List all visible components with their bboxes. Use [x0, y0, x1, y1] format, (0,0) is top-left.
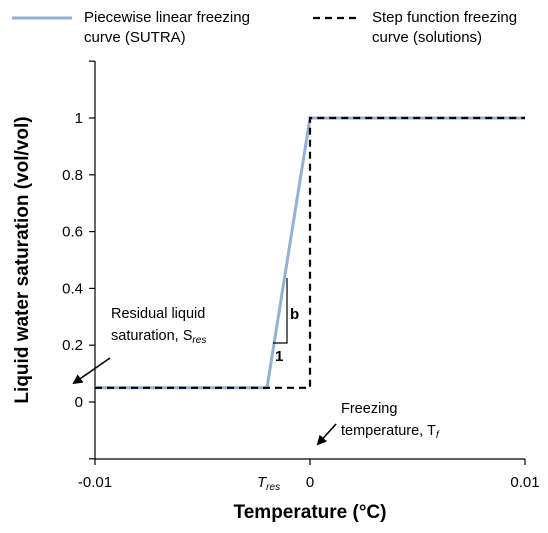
y-tick-label: 0.4: [62, 280, 83, 297]
freezing-annotation-line1: Freezing: [341, 401, 397, 417]
y-tick-label: 0: [75, 394, 83, 411]
tres-tick-label: Tres: [257, 474, 280, 493]
legend-label-step-line2: curve (solutions): [372, 29, 482, 46]
residual-arrow: [72, 357, 111, 385]
series-step-line: [95, 116, 525, 389]
x-tick-label: 0: [306, 474, 314, 491]
slope-run-label: 1: [275, 348, 283, 365]
slope-triangle: [273, 278, 288, 344]
y-axis-title: Liquid water saturation (vol/vol): [12, 116, 33, 403]
x-tick-label: 0.01: [510, 474, 539, 491]
freezing-arrow: [316, 423, 337, 446]
x-ticks: -0.01 0 0.01: [78, 459, 540, 491]
residual-annotation-line1: Residual liquid: [111, 306, 205, 322]
legend-label-sutra-line1: Piecewise linear freezing: [84, 9, 250, 26]
x-tick-label: -0.01: [78, 474, 112, 491]
y-tick-label: 1: [75, 110, 83, 127]
legend-label-sutra-line2: curve (SUTRA): [84, 29, 186, 46]
y-tick-label: 0.8: [62, 167, 83, 184]
freezing-annotation-line2: temperature, Tf: [341, 423, 440, 441]
residual-annotation-line2: saturation, Sres: [111, 328, 206, 346]
legend: Piecewise linear freezing curve (SUTRA) …: [12, 9, 517, 46]
y-tick-label: 0.6: [62, 224, 83, 241]
y-tick-label: 0.2: [62, 337, 83, 354]
slope-rise-label: b: [290, 306, 299, 323]
x-axis-title: Temperature (°C): [234, 502, 387, 523]
legend-label-step-line1: Step function freezing: [372, 9, 517, 26]
series-layer: [95, 116, 525, 390]
y-ticks: 0 0.2 0.4 0.6 0.8 1: [62, 60, 95, 460]
